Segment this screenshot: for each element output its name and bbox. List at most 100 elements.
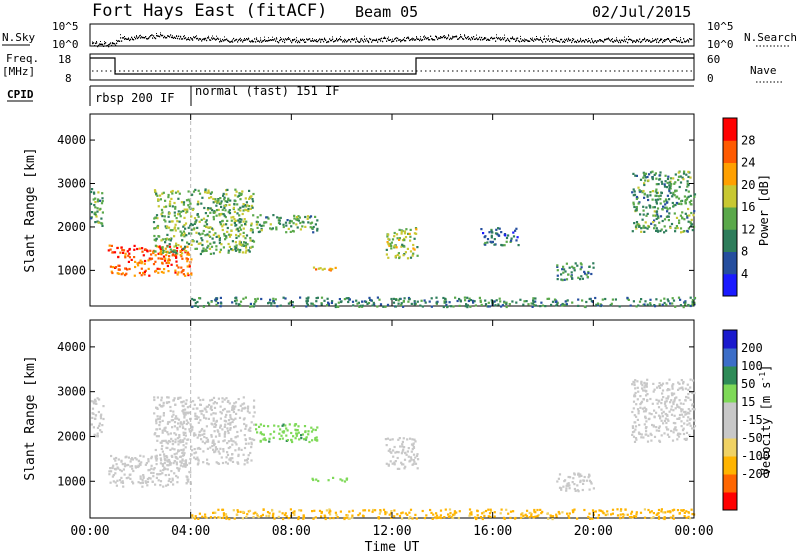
- scatter-cell: [306, 299, 309, 303]
- scatter-cell: [654, 172, 657, 175]
- scatter-cell: [662, 511, 665, 514]
- scatter-cell: [94, 400, 97, 403]
- colorbar-tick-label: -15: [741, 413, 763, 427]
- scatter-cell: [668, 181, 671, 184]
- scatter-cell: [677, 388, 680, 391]
- noise-point: [201, 40, 203, 42]
- scatter-cell: [125, 272, 128, 275]
- noise-point: [340, 36, 341, 38]
- scatter-cell: [209, 399, 212, 402]
- noise-point: [639, 38, 641, 40]
- scatter-cell: [606, 513, 609, 516]
- scatter-cell: [234, 449, 237, 452]
- scatter-cell: [238, 250, 241, 254]
- scatter-cell: [640, 227, 643, 230]
- scatter-cell: [156, 226, 159, 229]
- scatter-cell: [206, 191, 209, 194]
- scatter-cell: [401, 443, 404, 446]
- scatter-cell: [178, 220, 181, 223]
- scatter-cell: [224, 209, 227, 212]
- scatter-cell: [282, 225, 285, 229]
- scatter-cell: [207, 417, 210, 420]
- colorbar-tick-label: 28: [741, 133, 755, 147]
- scatter-cell: [190, 445, 193, 448]
- scatter-cell: [442, 305, 445, 309]
- scatter-cell: [665, 400, 668, 403]
- scatter-cell: [661, 208, 664, 211]
- scatter-cell: [449, 511, 452, 515]
- noise-point: [436, 36, 438, 39]
- scatter-cell: [209, 226, 212, 229]
- noise-point: [121, 40, 123, 42]
- noise-point: [433, 39, 435, 41]
- scatter-cell: [259, 214, 262, 217]
- scatter-cell: [252, 512, 255, 515]
- scatter-cell: [672, 299, 676, 302]
- noise-point: [590, 41, 592, 44]
- scatter-cell: [660, 508, 663, 511]
- scatter-cell: [215, 402, 218, 405]
- scatter-cell: [201, 243, 204, 247]
- scatter-cell: [650, 433, 653, 437]
- scatter-cell: [634, 437, 638, 440]
- scatter-cell: [200, 202, 203, 205]
- scatter-cell: [297, 517, 300, 521]
- noise-point: [362, 39, 364, 42]
- scatter-cell: [150, 471, 153, 474]
- scatter-cell: [227, 422, 230, 425]
- noise-point: [217, 37, 219, 39]
- scatter-cell: [466, 306, 469, 309]
- scatter-cell: [678, 406, 681, 409]
- scatter-cell: [201, 440, 204, 443]
- scatter-cell: [673, 194, 676, 197]
- scatter-cell: [668, 188, 671, 191]
- noise-point: [585, 39, 587, 41]
- scatter-cell: [494, 304, 497, 307]
- scatter-cell: [244, 241, 247, 244]
- scatter-cell: [666, 181, 669, 184]
- scatter-cell: [163, 259, 167, 262]
- scatter-cell: [665, 303, 668, 306]
- scatter-cell: [682, 432, 686, 436]
- scatter-cell: [602, 511, 605, 515]
- scatter-cell: [396, 253, 399, 257]
- scatter-cell: [218, 214, 221, 217]
- scatter-cell: [123, 462, 127, 465]
- scatter-cell: [159, 473, 162, 476]
- noise-point: [220, 40, 222, 42]
- scatter-cell: [643, 423, 646, 426]
- scatter-cell: [563, 303, 566, 306]
- scatter-cell: [456, 299, 459, 303]
- scatter-cell: [683, 230, 686, 233]
- scatter-cell: [661, 389, 665, 392]
- scatter-cell: [585, 273, 588, 276]
- scatter-cell: [500, 305, 503, 308]
- scatter-cell: [689, 409, 692, 412]
- scatter-cell: [315, 300, 318, 303]
- scatter-cell: [184, 222, 188, 225]
- scatter-cell: [312, 225, 315, 229]
- scatter-cell: [255, 299, 258, 302]
- scatter-cell: [501, 304, 504, 307]
- scatter-cell: [91, 407, 95, 410]
- noise-point: [447, 37, 449, 39]
- scatter-cell: [154, 250, 157, 253]
- scatter-cell: [609, 304, 612, 307]
- scatter-cell: [141, 250, 144, 253]
- scatter-cell: [190, 430, 193, 433]
- scatter-cell: [206, 214, 209, 218]
- noise-point: [204, 37, 205, 39]
- scatter-cell: [98, 422, 101, 425]
- noise-point: [366, 38, 368, 40]
- scatter-cell: [685, 412, 688, 415]
- scatter-cell: [246, 407, 250, 410]
- scatter-cell: [202, 398, 205, 401]
- scatter-cell: [341, 479, 344, 482]
- scatter-cell: [496, 233, 499, 236]
- scatter-cell: [221, 508, 225, 511]
- scatter-cell: [170, 197, 173, 200]
- scatter-cell: [206, 447, 209, 450]
- scatter-cell: [470, 513, 473, 516]
- scatter-cell: [404, 251, 407, 254]
- scatter-cell: [657, 195, 661, 198]
